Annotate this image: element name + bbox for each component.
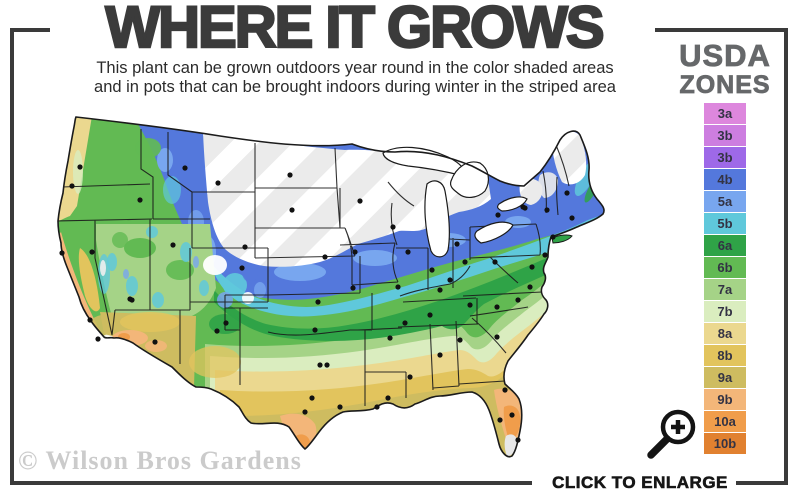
legend-zone-swatch-4: 5a bbox=[704, 191, 746, 212]
usda-zones-legend: USDA ZONES 3a 3b 3b 4b 5a 5b 6a 6b 7a 7b 8a 8b 9a 9b 1… bbox=[660, 40, 790, 454]
lake-huron bbox=[449, 161, 490, 198]
legend-zone-swatch-7: 6b bbox=[704, 257, 746, 278]
frame-top-right bbox=[655, 28, 788, 32]
legend-zone-swatch-13: 9b bbox=[704, 389, 746, 410]
legend-zone-swatch-8: 7a bbox=[704, 279, 746, 300]
click-to-enlarge-button[interactable]: CLICK TO ENLARGE bbox=[540, 404, 740, 493]
lake-michigan bbox=[424, 180, 451, 258]
legend-zone-swatch-1: 3b bbox=[704, 125, 746, 146]
legend-zone-label: 9b bbox=[717, 392, 733, 407]
legend-zone-label: 10a bbox=[714, 414, 736, 429]
legend-title: USDA ZONES bbox=[660, 40, 790, 98]
watermark: © Wilson Bros Gardens bbox=[18, 446, 302, 475]
legend-zone-label: 5a bbox=[717, 194, 733, 209]
legend-title-line2: ZONES bbox=[679, 71, 771, 99]
state-borders bbox=[58, 129, 570, 406]
legend-zone-swatch-10: 8a bbox=[704, 323, 746, 344]
legend-zone-label: 3a bbox=[717, 106, 733, 121]
legend-zone-label: 9a bbox=[717, 370, 733, 385]
magnifier-plus-icon[interactable] bbox=[635, 404, 705, 468]
legend-zone-label: 10b bbox=[713, 436, 737, 451]
legend-zone-label: 5b bbox=[717, 216, 733, 231]
lake-erie bbox=[474, 221, 514, 244]
legend-zone-swatch-0: 3a bbox=[704, 103, 746, 124]
legend-zone-label: 6b bbox=[717, 260, 733, 275]
city-markers bbox=[59, 164, 575, 443]
legend-zone-swatch-15: 10b bbox=[704, 433, 746, 454]
us-outline bbox=[57, 116, 605, 458]
legend-zone-label: 3b bbox=[717, 128, 733, 143]
frame-bottom-left bbox=[10, 481, 532, 485]
legend-zone-label: 4b bbox=[717, 172, 733, 187]
legend-zone-swatch-9: 7b bbox=[704, 301, 746, 322]
legend-zone-swatch-5: 5b bbox=[704, 213, 746, 234]
legend-zone-label: 3b bbox=[717, 150, 733, 165]
legend-zone-swatch-3: 4b bbox=[704, 169, 746, 190]
legend-zone-swatch-11: 8b bbox=[704, 345, 746, 366]
legend-zone-label: 8b bbox=[717, 348, 733, 363]
legend-zone-label: 8a bbox=[717, 326, 733, 341]
subtitle: This plant can be grown outdoors year ro… bbox=[40, 59, 670, 97]
legend-title-line1: USDA bbox=[679, 38, 771, 73]
click-to-enlarge-label[interactable]: CLICK TO ENLARGE bbox=[552, 473, 728, 493]
legend-zone-swatch-14: 10a bbox=[704, 411, 746, 432]
legend-zone-swatch-12: 9a bbox=[704, 367, 746, 388]
legend-zone-label: 7b bbox=[717, 304, 733, 319]
subtitle-line1: This plant can be grown outdoors year ro… bbox=[96, 59, 614, 77]
frame-left bbox=[10, 28, 14, 485]
great-lakes bbox=[382, 146, 528, 258]
frame-bottom-right bbox=[736, 481, 788, 485]
frame-right bbox=[784, 28, 788, 485]
legend-swatch-list: 3a 3b 3b 4b 5a 5b 6a 6b 7a 7b 8a 8b 9a 9b 10a 10b bbox=[704, 103, 746, 455]
long-island bbox=[551, 234, 573, 244]
lake-ontario bbox=[496, 196, 528, 212]
legend-zone-label: 7a bbox=[717, 282, 733, 297]
frame-top-left bbox=[10, 28, 50, 32]
page-title: WHERE IT GROWS bbox=[104, 0, 606, 61]
legend-zone-swatch-2: 3b bbox=[704, 147, 746, 168]
legend-zone-swatch-6: 6a bbox=[704, 235, 746, 256]
subtitle-line2: and in pots that can be brought indoors … bbox=[94, 78, 616, 96]
legend-zone-label: 6a bbox=[717, 238, 733, 253]
